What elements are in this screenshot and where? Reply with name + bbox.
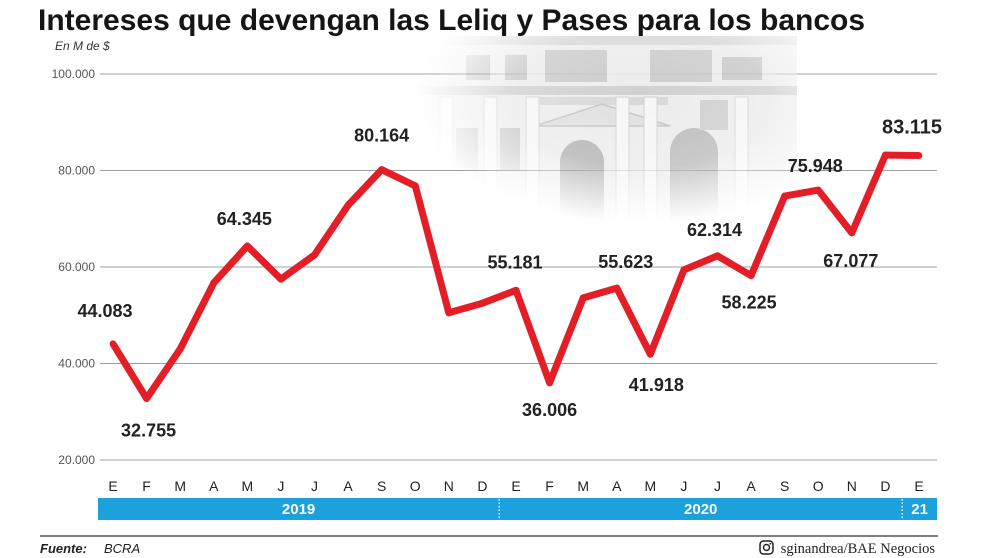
y-tick-label: 60.000 xyxy=(58,260,95,274)
data-label: 32.755 xyxy=(121,420,176,440)
data-point xyxy=(747,272,755,279)
data-labels: 44.083 32.755 64.345 80.164 55.181 36.006 55.6… xyxy=(77,116,942,440)
data-point xyxy=(311,251,318,259)
x-tick-label: O xyxy=(813,478,824,494)
x-tick-label: O xyxy=(410,478,421,494)
series xyxy=(109,151,923,402)
credit-handle: sginandrea/BAE Negocios xyxy=(781,541,936,557)
grid xyxy=(100,73,937,461)
x-tick-label: J xyxy=(277,478,284,494)
data-label: 58.225 xyxy=(722,293,777,313)
year-band-group: 2019 2020 21 xyxy=(98,498,937,520)
x-tick-label: N xyxy=(444,478,454,494)
x-tick-label: J xyxy=(311,478,318,494)
data-point xyxy=(411,182,419,190)
data-label: 64.345 xyxy=(217,209,272,229)
source-line: Fuente: BCRA xyxy=(40,541,140,556)
data-point xyxy=(915,152,923,159)
data-point xyxy=(210,279,218,287)
data-point xyxy=(781,192,789,200)
y-axis-unit-label: En M de $ xyxy=(55,39,110,53)
data-point xyxy=(479,299,486,307)
chart-title: Intereses que devengan las Leliq y Pases… xyxy=(38,4,865,37)
x-tick-label: A xyxy=(746,478,756,494)
source-label: Fuente: xyxy=(40,541,87,556)
data-point xyxy=(143,395,150,402)
data-label: 62.314 xyxy=(687,220,742,240)
data-label: 36.006 xyxy=(522,400,577,420)
data-point xyxy=(512,286,520,294)
axes: 100.000 80.000 60.000 40.000 20.000 E F M A M J J A S… xyxy=(52,67,924,494)
year-band xyxy=(98,498,937,520)
x-tick-label: M xyxy=(174,478,186,494)
y-tick-label: 40.000 xyxy=(58,357,95,371)
data-point xyxy=(714,252,721,260)
x-tick-label: J xyxy=(714,478,721,494)
data-point xyxy=(579,294,587,302)
data-label: 55.623 xyxy=(598,252,653,272)
data-point xyxy=(814,186,822,194)
x-tick-label: E xyxy=(511,478,520,494)
data-point xyxy=(109,340,117,348)
x-tick-label: M xyxy=(241,478,253,494)
data-label: 75.948 xyxy=(788,156,843,176)
x-tick-label: A xyxy=(209,478,219,494)
data-label: 83.115 xyxy=(882,116,942,138)
source-name: BCRA xyxy=(104,541,140,556)
year-label: 2020 xyxy=(684,501,717,518)
year-label: 21 xyxy=(911,501,928,518)
x-tick-label: S xyxy=(377,478,386,494)
data-point xyxy=(243,242,251,250)
data-label: 80.164 xyxy=(354,126,409,146)
data-point xyxy=(646,350,654,358)
data-point xyxy=(613,284,621,292)
x-tick-label: F xyxy=(545,478,554,494)
year-label: 2019 xyxy=(282,501,315,518)
data-point xyxy=(680,266,688,274)
data-label: 55.181 xyxy=(487,252,542,272)
x-tick-label: D xyxy=(880,478,890,494)
data-point xyxy=(848,229,856,237)
data-point xyxy=(378,166,386,174)
instagram-icon xyxy=(759,540,774,555)
x-tick-label: J xyxy=(680,478,687,494)
data-label: 67.077 xyxy=(823,251,878,271)
data-point xyxy=(176,345,184,353)
x-tick-label: M xyxy=(644,478,656,494)
y-tick-label: 100.000 xyxy=(52,67,96,81)
data-point xyxy=(445,309,453,317)
data-label: 44.083 xyxy=(77,301,132,321)
x-tick-label: S xyxy=(780,478,789,494)
data-point xyxy=(344,201,352,209)
y-tick-label: 80.000 xyxy=(58,164,95,178)
data-point xyxy=(277,275,285,283)
x-tick-label: M xyxy=(577,478,589,494)
data-point xyxy=(546,379,553,387)
x-tick-label: F xyxy=(142,478,151,494)
x-tick-label: E xyxy=(914,478,923,494)
data-label: 41.918 xyxy=(629,375,684,395)
x-tick-label: N xyxy=(847,478,857,494)
y-tick-label: 20.000 xyxy=(58,453,95,467)
x-tick-label: D xyxy=(477,478,487,494)
building-photo xyxy=(412,36,797,241)
data-point xyxy=(882,151,889,159)
x-tick-label: A xyxy=(343,478,353,494)
x-tick-label: A xyxy=(612,478,622,494)
x-tick-label: E xyxy=(108,478,117,494)
